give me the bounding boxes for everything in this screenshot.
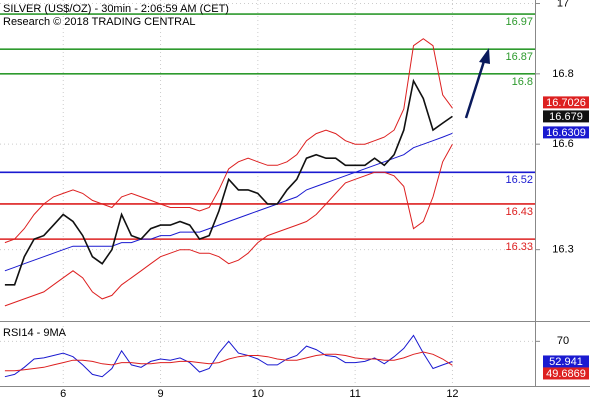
value-box (543, 355, 589, 368)
chart-title: SILVER (US$/OZ) - 30min - 2:06:59 AM (CE… (3, 3, 229, 15)
value-box (543, 367, 589, 380)
value-box-label: 52.941 (549, 356, 583, 368)
level-label: 16.33 (505, 241, 533, 253)
series-line (4, 143, 453, 307)
forecast-arrow (464, 57, 487, 119)
value-box (543, 110, 589, 123)
rsi-title: RSI14 - 9MA (3, 327, 67, 339)
y-tick-label: 17 (557, 0, 569, 9)
y-tick-label: 16.8 (552, 68, 573, 80)
value-box-label: 49.6869 (546, 368, 586, 380)
value-box (543, 96, 589, 109)
value-box (543, 126, 589, 139)
series-line (4, 38, 453, 244)
value-box-label: 16.7026 (546, 97, 586, 109)
series-line (4, 78, 453, 286)
y-tick-label: 70 (557, 335, 569, 347)
series-line (4, 132, 453, 272)
x-tick-label: 12 (446, 388, 458, 400)
x-tick-label: 10 (252, 388, 264, 400)
x-tick-label: 11 (349, 388, 360, 400)
y-tick-label: 16.6 (552, 138, 573, 150)
level-label: 16.87 (505, 51, 533, 63)
value-box-label: 16.679 (549, 111, 583, 123)
level-label: 16.43 (505, 206, 533, 218)
level-label: 16.97 (505, 16, 533, 28)
chart-subtitle: Research © 2018 TRADING CENTRAL (3, 16, 196, 28)
value-box-label: 16.6309 (546, 127, 586, 139)
x-tick-label: 6 (60, 388, 66, 400)
forecast-arrowhead (479, 48, 490, 64)
x-tick-label: 9 (157, 388, 163, 400)
y-tick-label: 16.3 (552, 244, 573, 256)
level-label: 16.8 (512, 76, 533, 88)
series-line (4, 351, 453, 372)
level-label: 16.52 (505, 174, 533, 186)
